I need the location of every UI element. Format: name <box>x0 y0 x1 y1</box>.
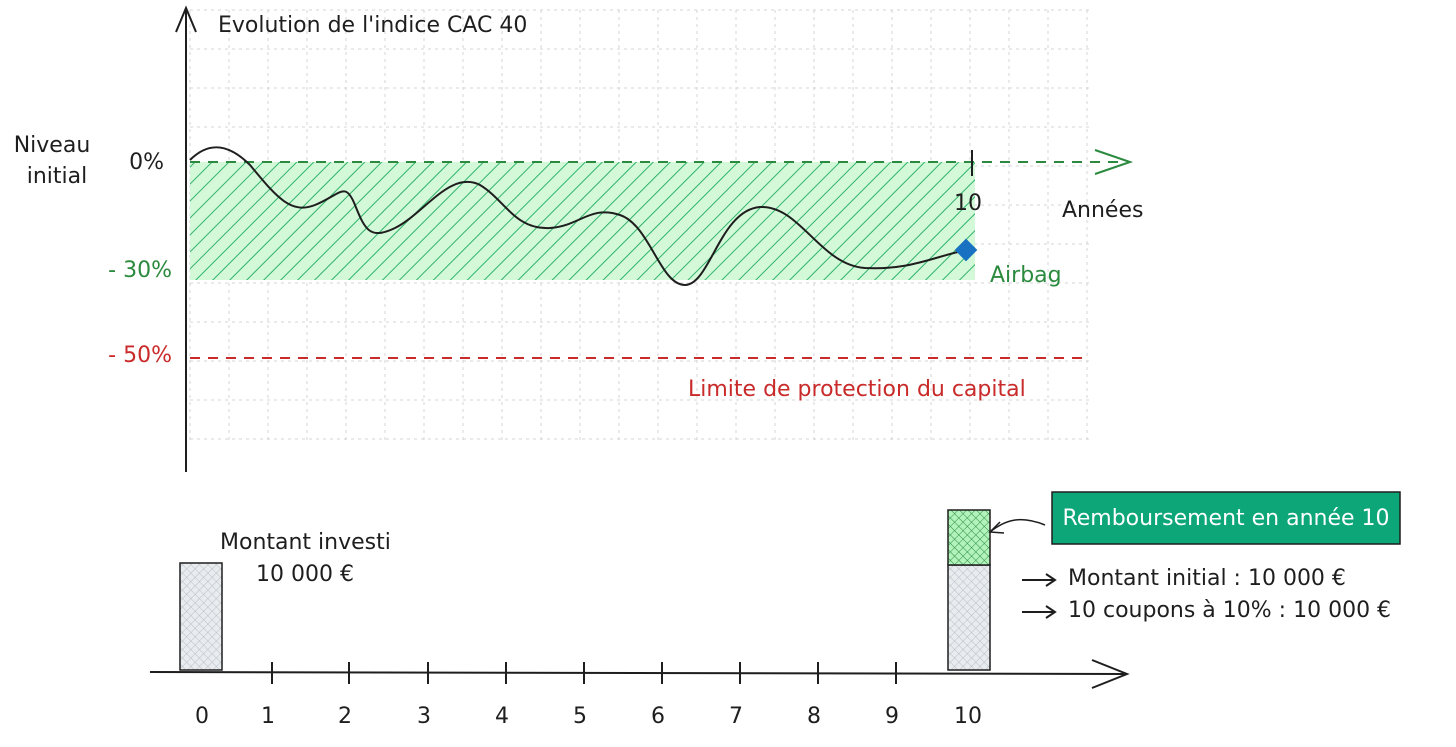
repayment-box <box>1051 491 1401 545</box>
timeline-label: 8 <box>807 704 821 729</box>
x-axis-label: Années <box>1062 198 1143 223</box>
level-label: - 30% <box>108 258 172 283</box>
repayment-item: 10 coupons à 10% : 10 000 € <box>1068 598 1391 623</box>
arrow <box>1091 659 1130 689</box>
airbag-label: Airbag <box>990 263 1062 288</box>
y-axis-label: initial <box>27 164 88 189</box>
index-curve <box>189 146 967 287</box>
arrow <box>1094 149 1134 175</box>
level-label: - 50% <box>108 343 172 368</box>
timeline-label: 4 <box>495 704 509 729</box>
invested-label: Montant investi <box>220 530 391 555</box>
timeline-label: 10 <box>954 704 982 729</box>
arrow <box>988 521 1005 534</box>
initial-bar <box>947 564 991 671</box>
invested-amount: 10 000 € <box>256 562 354 587</box>
timeline-label: 0 <box>195 704 209 729</box>
repayment-item: Montant initial : 10 000 € <box>1068 566 1346 591</box>
repayment-title: Remboursement en année 10 <box>1062 506 1389 531</box>
timeline-label: 6 <box>651 704 665 729</box>
timeline-axis <box>149 671 1126 675</box>
invested-bar <box>179 562 223 671</box>
timeline-label: 9 <box>885 704 899 729</box>
x-tick-label: 10 <box>954 191 982 216</box>
chart-title: Evolution de l'indice CAC 40 <box>218 13 527 38</box>
arrow <box>175 5 197 33</box>
coupon-bar <box>947 509 991 566</box>
timeline-label: 7 <box>729 704 743 729</box>
protection-label: Limite de protection du capital <box>688 377 1026 402</box>
timeline-label: 5 <box>573 704 587 729</box>
bullet-arrows <box>1022 573 1057 619</box>
y-axis-label: Niveau <box>14 133 91 158</box>
timeline-label: 2 <box>338 704 352 729</box>
timeline: 0 1 2 3 4 5 6 7 8 9 10 <box>195 662 982 729</box>
timeline-label: 1 <box>261 704 275 729</box>
timeline-label: 3 <box>417 704 431 729</box>
level-label: 0% <box>129 150 164 175</box>
airbag-zone <box>190 162 975 280</box>
arrow <box>989 518 1046 533</box>
